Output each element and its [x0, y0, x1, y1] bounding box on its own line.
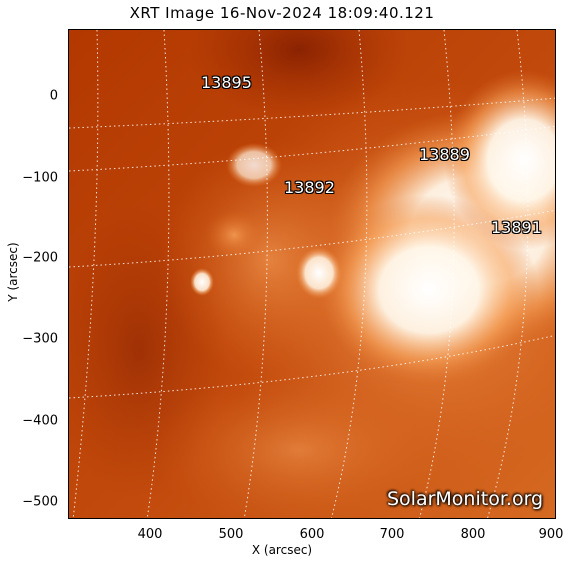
- active-region-label: 13895: [201, 73, 252, 92]
- y-tick-label: −200: [22, 250, 58, 266]
- y-tick-label: −300: [22, 331, 58, 347]
- watermark: SolarMonitor.org: [387, 488, 544, 510]
- x-tick-label: 700: [379, 527, 405, 542]
- active-region-label: 13892: [284, 178, 335, 197]
- x-tick-label: 400: [137, 527, 163, 542]
- xrt-solar-image: [69, 30, 555, 518]
- active-region-label: 13889: [419, 145, 470, 164]
- x-tick-label: 600: [299, 527, 325, 542]
- y-tick-label: −100: [22, 170, 58, 186]
- x-tick-label: 500: [218, 527, 244, 542]
- y-tick-label: 0: [49, 88, 58, 104]
- y-axis-label: Y (arcsec): [6, 242, 20, 302]
- x-tick-label: 900: [538, 527, 564, 542]
- image-title: XRT Image 16-Nov-2024 18:09:40.121: [129, 4, 435, 22]
- active-region-label: 13891: [491, 218, 542, 237]
- x-tick-label: 800: [460, 527, 486, 542]
- y-tick-label: −400: [22, 413, 58, 429]
- y-tick-label: −500: [22, 494, 58, 510]
- x-axis-label: X (arcsec): [251, 543, 313, 557]
- solar-image: [68, 29, 556, 519]
